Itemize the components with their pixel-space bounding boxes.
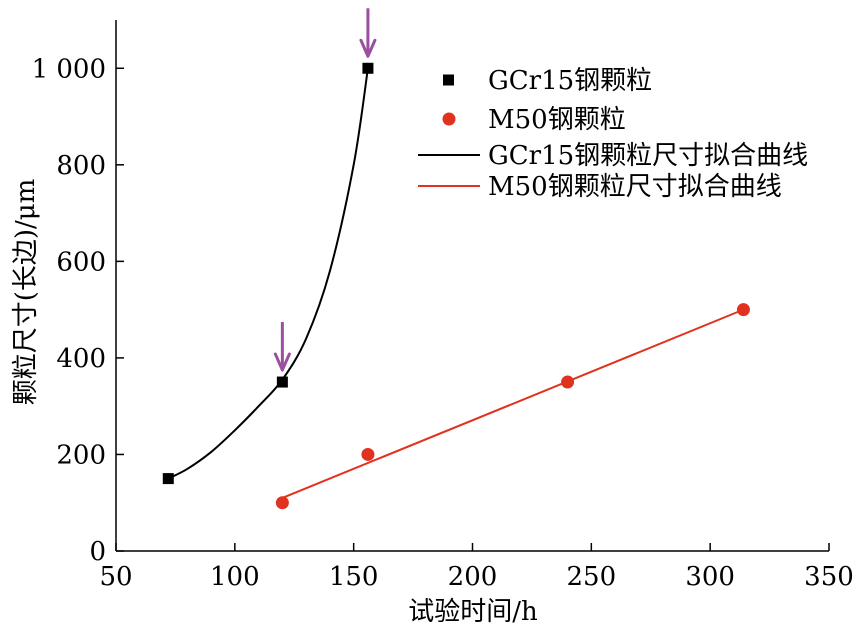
data-point-circle (736, 303, 750, 317)
y-tick-label: 800 (56, 151, 106, 181)
data-point-circle (361, 447, 375, 461)
y-tick-label: 1 000 (32, 54, 106, 84)
x-tick-label: 250 (567, 562, 617, 592)
series-line-3 (281, 308, 744, 499)
axes: 50 100 150 200 250 300 350 0 200 400 600 800 1 000 (32, 20, 854, 592)
legend-label: GCr15钢颗粒 (488, 66, 652, 96)
legend-label: M50钢颗粒 (488, 105, 626, 135)
data-point-square (362, 62, 374, 74)
x-tick-label: 350 (804, 562, 854, 592)
legend-marker-circle (442, 112, 456, 126)
x-axis-label: 试验时间/h (408, 597, 538, 627)
legend-marker-square (443, 74, 454, 86)
legend-label: GCr15钢颗粒尺寸拟合曲线 (488, 141, 808, 171)
x-tick-label: 50 (99, 562, 132, 592)
arrow-annotations (273, 8, 377, 372)
x-tick-label: 150 (329, 562, 379, 592)
fit-curves (167, 68, 744, 499)
y-tick-label: 200 (56, 440, 106, 470)
y-tick-label: 400 (56, 344, 106, 374)
x-tick-label: 100 (210, 562, 260, 592)
data-markers (162, 62, 750, 510)
x-tick-label: 200 (448, 562, 498, 592)
y-axis-label: 颗粒尺寸(长边)/μm (11, 179, 41, 406)
legend-label: M50钢颗粒尺寸拟合曲线 (488, 172, 782, 202)
data-point-square (162, 473, 174, 485)
y-tick-label: 0 (89, 537, 106, 567)
x-tick-label: 300 (685, 562, 735, 592)
y-tick-label: 600 (56, 247, 106, 277)
arrow-head (359, 38, 377, 58)
arrow-head (273, 352, 291, 372)
data-point-square (276, 376, 288, 388)
data-point-circle (275, 496, 289, 510)
data-point-circle (561, 375, 575, 389)
series-line-2 (167, 68, 369, 480)
